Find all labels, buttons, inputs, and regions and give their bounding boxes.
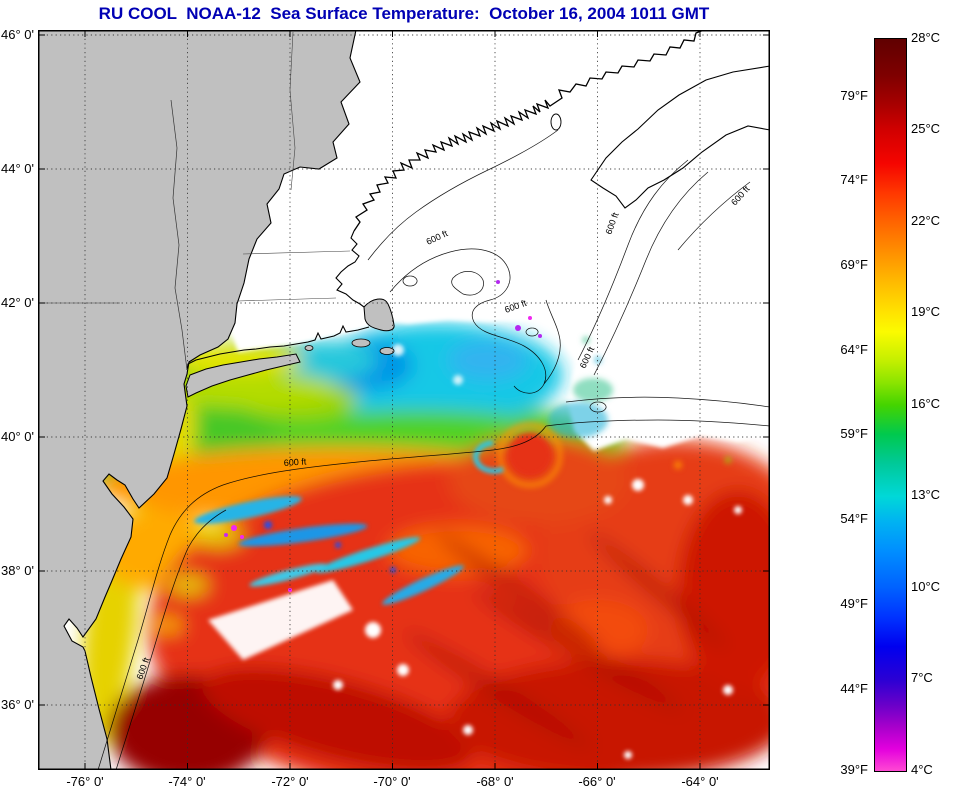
x-tick-label: -74° 0' xyxy=(168,774,206,789)
colorbar-fahrenheit-label: 49°F xyxy=(840,596,868,611)
maine-coastline xyxy=(353,30,705,232)
state-borders xyxy=(38,31,351,371)
y-tick-label: 44° 0' xyxy=(1,161,34,176)
plot-border xyxy=(38,30,770,770)
hudson-river xyxy=(170,99,188,371)
ocean-temperature-field xyxy=(48,323,770,770)
colorbar-celsius-label: 4°C xyxy=(911,762,933,777)
land-west xyxy=(38,30,361,770)
y-tick-label: 40° 0' xyxy=(1,429,34,444)
x-tick-label: -68° 0' xyxy=(476,774,514,789)
long-island xyxy=(185,353,301,398)
cape-cod xyxy=(363,298,395,332)
colorbar-celsius-label: 22°C xyxy=(911,213,941,228)
grand-manan-island xyxy=(550,113,562,131)
colorbar-celsius-label: 16°C xyxy=(911,396,941,411)
colorbar-fahrenheit-label: 44°F xyxy=(840,681,868,696)
y-tick-label: 46° 0' xyxy=(1,27,34,42)
colorbar-celsius-label: 28°C xyxy=(911,30,941,45)
colorbar-fahrenheit-label: 59°F xyxy=(840,426,868,441)
axis-ticks xyxy=(38,30,770,770)
colorbar-gradient xyxy=(874,38,907,772)
sst-map: 600 ft 600 ft 600 ft 600 ft 600 ft 600 f… xyxy=(38,30,770,770)
colorbar-fahrenheit-label: 74°F xyxy=(840,172,868,187)
x-tick-label: -64° 0' xyxy=(681,774,719,789)
bathymetry-contours xyxy=(97,129,770,770)
nova-scotia xyxy=(590,65,770,209)
colorbar-fahrenheit-label: 64°F xyxy=(840,342,868,357)
colorbar-fahrenheit-label: 39°F xyxy=(840,762,868,777)
colorbar-celsius-label: 13°C xyxy=(911,487,941,502)
colorbar-fahrenheit-label: 79°F xyxy=(840,88,868,103)
contour-label: 600 ft xyxy=(283,456,307,468)
y-tick-label: 36° 0' xyxy=(1,697,34,712)
x-tick-label: -70° 0' xyxy=(373,774,411,789)
colorbar-celsius-label: 25°C xyxy=(911,121,941,136)
block-island xyxy=(304,345,314,351)
land-regions xyxy=(38,30,770,770)
x-tick-label: -76° 0' xyxy=(66,774,104,789)
colorbar-fahrenheit-label: 54°F xyxy=(840,511,868,526)
southern-new-england-coastline xyxy=(186,324,370,371)
y-tick-label: 38° 0' xyxy=(1,563,34,578)
colorbar-celsius-label: 19°C xyxy=(911,304,941,319)
marthas-vineyard-island xyxy=(351,338,371,348)
y-tick-label: 42° 0' xyxy=(1,295,34,310)
coastlines xyxy=(186,30,705,371)
figure-title: RU COOL NOAA-12 Sea Surface Temperature:… xyxy=(98,4,710,23)
massachusetts-coastline xyxy=(335,230,365,308)
colorbar-fahrenheit-label: 69°F xyxy=(840,257,868,272)
x-tick-label: -72° 0' xyxy=(271,774,309,789)
cold-filaments xyxy=(194,496,464,605)
x-tick-label: -66° 0' xyxy=(578,774,616,789)
colorbar-celsius-label: 10°C xyxy=(911,579,941,594)
colorbar-celsius-label: 7°C xyxy=(911,670,933,685)
nantucket-island xyxy=(379,347,395,355)
grid-lines xyxy=(38,30,770,770)
